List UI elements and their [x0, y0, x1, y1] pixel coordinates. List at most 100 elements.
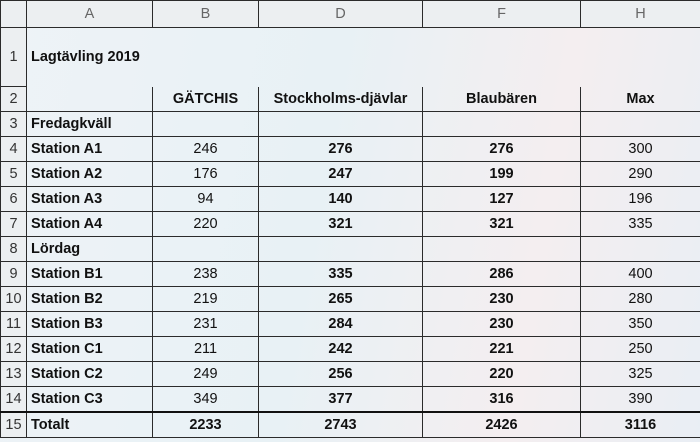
- score-cell[interactable]: 335: [258, 261, 423, 287]
- score-cell[interactable]: 249: [152, 361, 259, 387]
- team-header-stockholms[interactable]: Stockholms-djävlar: [258, 86, 423, 112]
- row-header[interactable]: 2: [0, 86, 27, 112]
- score-cell[interactable]: 211: [152, 336, 259, 362]
- score-cell[interactable]: [580, 111, 700, 137]
- score-cell[interactable]: 199: [422, 161, 581, 187]
- row-header[interactable]: 3: [0, 111, 27, 137]
- score-cell[interactable]: 238: [152, 261, 259, 287]
- section-label-cell[interactable]: Fredagkväll: [26, 111, 153, 137]
- row-header[interactable]: 13: [0, 361, 27, 387]
- score-cell[interactable]: 176: [152, 161, 259, 187]
- score-cell[interactable]: 2426: [422, 411, 581, 438]
- score-cell[interactable]: [258, 236, 423, 262]
- station-label-cell[interactable]: Station A1: [26, 136, 153, 162]
- score-cell[interactable]: [152, 111, 259, 137]
- row-header[interactable]: 4: [0, 136, 27, 162]
- score-cell[interactable]: 390: [580, 386, 700, 413]
- score-cell[interactable]: 321: [258, 211, 423, 237]
- station-row: 4 Station A1 246 276 276 300: [0, 136, 700, 162]
- score-cell[interactable]: 242: [258, 336, 423, 362]
- score-cell[interactable]: [422, 236, 581, 262]
- score-cell[interactable]: 350: [580, 311, 700, 337]
- column-header-d[interactable]: D: [258, 0, 423, 28]
- score-cell[interactable]: 2233: [152, 411, 259, 438]
- row-header[interactable]: 6: [0, 186, 27, 212]
- column-header-f[interactable]: F: [422, 0, 581, 28]
- score-cell[interactable]: 220: [422, 361, 581, 387]
- station-label-cell[interactable]: Station B2: [26, 286, 153, 312]
- total-label-cell[interactable]: Totalt: [26, 411, 153, 438]
- station-row: 11 Station B3 231 284 230 350: [0, 311, 700, 337]
- row-header[interactable]: 14: [0, 386, 27, 413]
- row-header[interactable]: 10: [0, 286, 27, 312]
- row-header[interactable]: 15: [0, 411, 27, 438]
- score-cell[interactable]: 286: [422, 261, 581, 287]
- score-cell[interactable]: 321: [422, 211, 581, 237]
- score-cell[interactable]: 94: [152, 186, 259, 212]
- station-label-cell[interactable]: Station A2: [26, 161, 153, 187]
- cell-header-blank[interactable]: [26, 86, 153, 112]
- score-cell[interactable]: 276: [422, 136, 581, 162]
- team-header-blaubaren[interactable]: Blaubären: [422, 86, 581, 112]
- station-label-cell[interactable]: Station B1: [26, 261, 153, 287]
- station-row: 12 Station C1 211 242 221 250: [0, 336, 700, 362]
- row-header[interactable]: 12: [0, 336, 27, 362]
- score-cell[interactable]: 290: [580, 161, 700, 187]
- row-header[interactable]: 1: [0, 27, 27, 87]
- score-cell[interactable]: 3116: [580, 411, 700, 438]
- column-header-a[interactable]: A: [26, 0, 153, 28]
- score-cell[interactable]: 284: [258, 311, 423, 337]
- score-cell[interactable]: 230: [422, 311, 581, 337]
- score-cell[interactable]: 247: [258, 161, 423, 187]
- column-header-h[interactable]: H: [580, 0, 700, 28]
- station-row: 6 Station A3 94 140 127 196: [0, 186, 700, 212]
- score-cell[interactable]: [580, 236, 700, 262]
- score-cell[interactable]: 265: [258, 286, 423, 312]
- station-label-cell[interactable]: Station C1: [26, 336, 153, 362]
- station-label-cell[interactable]: Station A3: [26, 186, 153, 212]
- score-cell[interactable]: 246: [152, 136, 259, 162]
- score-cell[interactable]: 231: [152, 311, 259, 337]
- section-row: 8 Lördag: [0, 236, 700, 262]
- station-row: 7 Station A4 220 321 321 335: [0, 211, 700, 237]
- station-label-cell[interactable]: Station C3: [26, 386, 153, 413]
- score-cell[interactable]: 250: [580, 336, 700, 362]
- score-cell[interactable]: 316: [422, 386, 581, 413]
- score-cell[interactable]: 256: [258, 361, 423, 387]
- row-header[interactable]: 11: [0, 311, 27, 337]
- sheet-title-cell[interactable]: Lagtävling 2019: [31, 49, 140, 65]
- select-all-corner[interactable]: [0, 0, 27, 28]
- row-header[interactable]: 8: [0, 236, 27, 262]
- score-cell[interactable]: 196: [580, 186, 700, 212]
- score-cell[interactable]: 377: [258, 386, 423, 413]
- score-cell[interactable]: 230: [422, 286, 581, 312]
- score-cell[interactable]: 220: [152, 211, 259, 237]
- station-label-cell[interactable]: Station C2: [26, 361, 153, 387]
- row-header[interactable]: 9: [0, 261, 27, 287]
- row-header[interactable]: 7: [0, 211, 27, 237]
- score-cell[interactable]: 335: [580, 211, 700, 237]
- score-cell[interactable]: 276: [258, 136, 423, 162]
- score-cell[interactable]: [422, 111, 581, 137]
- station-label-cell[interactable]: Station A4: [26, 211, 153, 237]
- station-label-cell[interactable]: Station B3: [26, 311, 153, 337]
- score-cell[interactable]: [152, 236, 259, 262]
- score-cell[interactable]: [258, 111, 423, 137]
- score-cell[interactable]: 140: [258, 186, 423, 212]
- score-cell[interactable]: 219: [152, 286, 259, 312]
- row-header[interactable]: 5: [0, 161, 27, 187]
- score-cell[interactable]: 127: [422, 186, 581, 212]
- score-cell[interactable]: 400: [580, 261, 700, 287]
- score-cell[interactable]: 349: [152, 386, 259, 413]
- score-cell[interactable]: 280: [580, 286, 700, 312]
- score-cell[interactable]: 300: [580, 136, 700, 162]
- total-row: 15 Totalt 2233 2743 2426 3116: [0, 411, 700, 438]
- section-label-cell[interactable]: Lördag: [26, 236, 153, 262]
- team-header-max[interactable]: Max: [580, 86, 700, 112]
- score-cell[interactable]: 325: [580, 361, 700, 387]
- score-cell[interactable]: 221: [422, 336, 581, 362]
- column-header-b[interactable]: B: [152, 0, 259, 28]
- team-header-gatchis[interactable]: GÄTCHIS: [152, 86, 259, 112]
- station-row: 5 Station A2 176 247 199 290: [0, 161, 700, 187]
- score-cell[interactable]: 2743: [258, 411, 423, 438]
